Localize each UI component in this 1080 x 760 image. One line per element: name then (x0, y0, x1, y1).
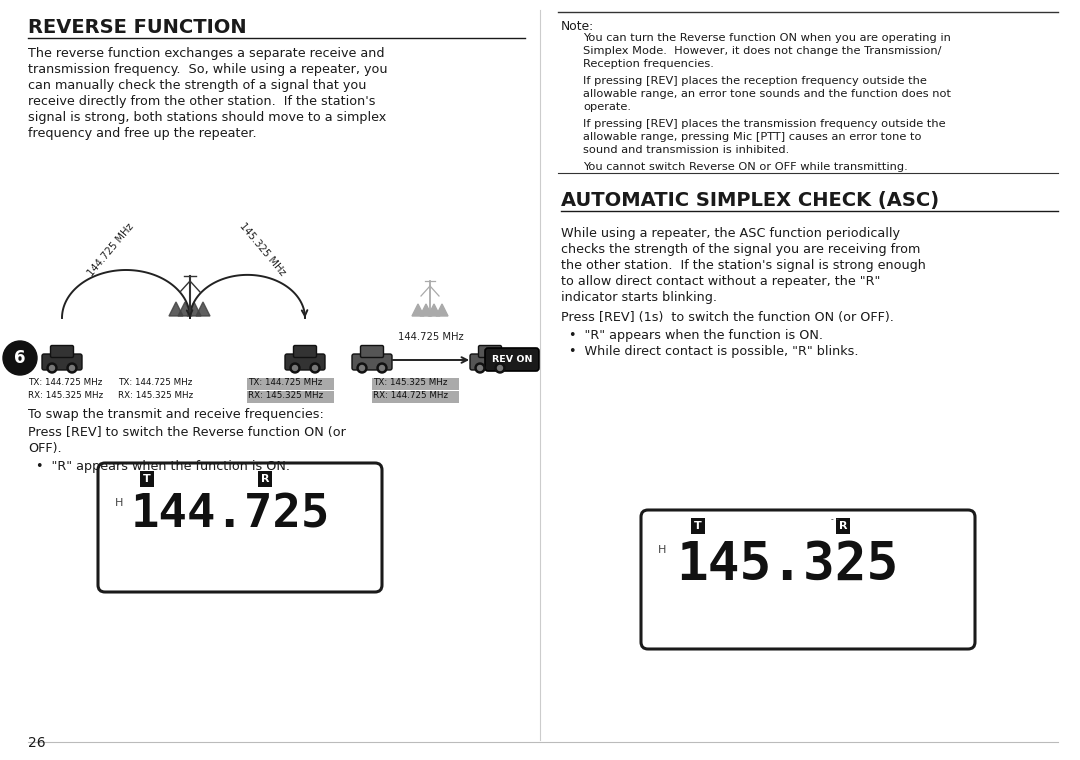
Text: T: T (694, 521, 702, 531)
Text: transmission frequency.  So, while using a repeater, you: transmission frequency. So, while using … (28, 63, 388, 76)
Text: TX: 144.725 MHz: TX: 144.725 MHz (248, 378, 322, 387)
Circle shape (379, 366, 384, 371)
Polygon shape (420, 304, 432, 316)
Text: indicator starts blinking.: indicator starts blinking. (561, 291, 717, 304)
FancyBboxPatch shape (98, 463, 382, 592)
FancyBboxPatch shape (372, 378, 459, 390)
Text: R: R (260, 474, 269, 484)
Text: receive directly from the other station.  If the station's: receive directly from the other station.… (28, 95, 376, 108)
Text: the other station.  If the station's signal is strong enough: the other station. If the station's sign… (561, 259, 926, 272)
FancyBboxPatch shape (247, 391, 334, 403)
FancyBboxPatch shape (478, 346, 501, 357)
Polygon shape (411, 304, 424, 316)
Circle shape (48, 363, 57, 373)
Text: 144.725 MHz: 144.725 MHz (86, 221, 136, 278)
Polygon shape (168, 302, 183, 316)
Text: R: R (839, 521, 847, 531)
Text: signal is strong, both stations should move to a simplex: signal is strong, both stations should m… (28, 111, 387, 124)
FancyBboxPatch shape (642, 510, 975, 649)
Text: can manually check the strength of a signal that you: can manually check the strength of a sig… (28, 79, 366, 92)
Text: AUTOMATIC SIMPLEX CHECK (ASC): AUTOMATIC SIMPLEX CHECK (ASC) (561, 191, 940, 210)
Text: RX: 145.325 MHz: RX: 145.325 MHz (28, 391, 104, 400)
Text: operate.: operate. (583, 102, 631, 112)
Polygon shape (195, 302, 210, 316)
Text: 6: 6 (14, 349, 26, 367)
FancyBboxPatch shape (247, 378, 334, 390)
Circle shape (475, 363, 485, 373)
Text: •  "R" appears when the function is ON.: • "R" appears when the function is ON. (36, 460, 291, 473)
FancyBboxPatch shape (51, 346, 73, 357)
Text: RX: 145.325 MHz: RX: 145.325 MHz (118, 391, 193, 400)
Text: If pressing [REV] places the reception frequency outside the: If pressing [REV] places the reception f… (583, 76, 927, 86)
Text: Simplex Mode.  However, it does not change the Transmission/: Simplex Mode. However, it does not chang… (583, 46, 942, 56)
Text: Press [REV] to switch the Reverse function ON (or: Press [REV] to switch the Reverse functi… (28, 426, 346, 439)
Text: Note:: Note: (561, 20, 594, 33)
Circle shape (477, 366, 483, 371)
Text: RX: 144.725 MHz: RX: 144.725 MHz (373, 391, 448, 400)
FancyBboxPatch shape (352, 354, 392, 370)
Text: RX: 145.325 MHz: RX: 145.325 MHz (248, 391, 323, 400)
FancyBboxPatch shape (361, 346, 383, 357)
FancyBboxPatch shape (294, 346, 316, 357)
FancyBboxPatch shape (470, 354, 510, 370)
Text: OFF).: OFF). (28, 442, 62, 455)
Text: To swap the transmit and receive frequencies:: To swap the transmit and receive frequen… (28, 408, 324, 421)
Text: to allow direct contact without a repeater, the "R": to allow direct contact without a repeat… (561, 275, 880, 288)
Polygon shape (178, 302, 192, 316)
FancyBboxPatch shape (285, 354, 325, 370)
Text: If pressing [REV] places the transmission frequency outside the: If pressing [REV] places the transmissio… (583, 119, 946, 129)
Circle shape (312, 366, 318, 371)
Circle shape (50, 366, 54, 371)
Circle shape (3, 341, 37, 375)
Text: allowable range, pressing Mic [PTT] causes an error tone to: allowable range, pressing Mic [PTT] caus… (583, 132, 921, 142)
Circle shape (69, 366, 75, 371)
Circle shape (67, 363, 77, 373)
Polygon shape (428, 304, 440, 316)
Circle shape (310, 363, 320, 373)
Text: TX: 144.725 MHz: TX: 144.725 MHz (118, 378, 192, 387)
Circle shape (498, 366, 502, 371)
Text: TX: 145.325 MHz: TX: 145.325 MHz (373, 378, 447, 387)
Text: H: H (658, 545, 666, 555)
Text: 145.325: 145.325 (676, 539, 899, 591)
Text: checks the strength of the signal you are receiving from: checks the strength of the signal you ar… (561, 243, 920, 256)
Polygon shape (436, 304, 448, 316)
Text: •  "R" appears when the function is ON.: • "R" appears when the function is ON. (569, 329, 823, 342)
Text: frequency and free up the repeater.: frequency and free up the repeater. (28, 127, 257, 140)
Circle shape (293, 366, 297, 371)
Text: •  While direct contact is possible, "R" blinks.: • While direct contact is possible, "R" … (569, 345, 859, 358)
Polygon shape (187, 302, 201, 316)
Text: You cannot switch Reverse ON or OFF while transmitting.: You cannot switch Reverse ON or OFF whil… (583, 162, 908, 172)
Circle shape (360, 366, 365, 371)
Text: allowable range, an error tone sounds and the function does not: allowable range, an error tone sounds an… (583, 89, 951, 99)
Text: While using a repeater, the ASC function periodically: While using a repeater, the ASC function… (561, 227, 900, 240)
Text: You can turn the Reverse function ON when you are operating in: You can turn the Reverse function ON whe… (583, 33, 950, 43)
FancyBboxPatch shape (485, 348, 539, 371)
Text: 144.725: 144.725 (131, 492, 330, 537)
Text: - -: - - (831, 515, 839, 524)
Text: The reverse function exchanges a separate receive and: The reverse function exchanges a separat… (28, 47, 384, 60)
Text: REV ON: REV ON (491, 354, 532, 363)
Text: T: T (144, 474, 151, 484)
FancyBboxPatch shape (372, 391, 459, 403)
Text: Reception frequencies.: Reception frequencies. (583, 59, 714, 69)
Text: 145.325 MHz: 145.325 MHz (238, 221, 287, 278)
FancyBboxPatch shape (42, 354, 82, 370)
Circle shape (357, 363, 367, 373)
Text: TX: 144.725 MHz: TX: 144.725 MHz (28, 378, 103, 387)
Text: REVERSE FUNCTION: REVERSE FUNCTION (28, 18, 246, 37)
Text: sound and transmission is inhibited.: sound and transmission is inhibited. (583, 145, 789, 155)
Circle shape (495, 363, 505, 373)
Circle shape (291, 363, 300, 373)
Text: H: H (114, 498, 123, 508)
Text: 144.725 MHz: 144.725 MHz (399, 332, 463, 342)
Text: 26: 26 (28, 736, 45, 750)
Text: Press [REV] (1s)  to switch the function ON (or OFF).: Press [REV] (1s) to switch the function … (561, 311, 894, 324)
Circle shape (377, 363, 387, 373)
